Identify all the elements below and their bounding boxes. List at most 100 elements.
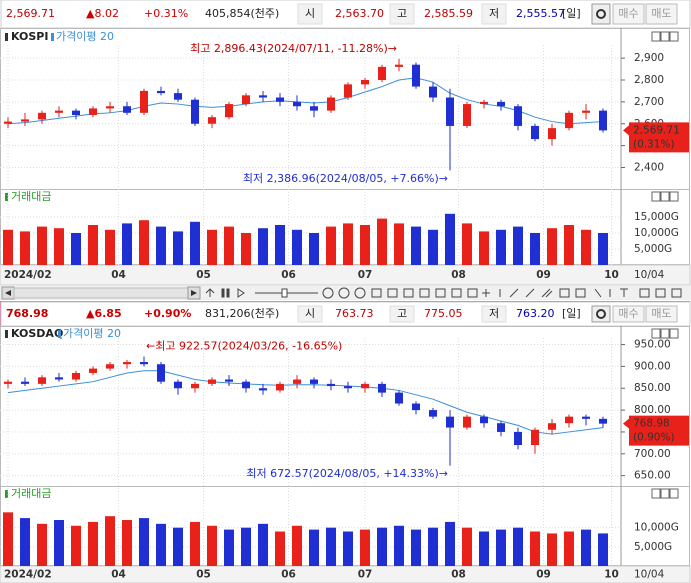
- tool-icons[interactable]: [205, 287, 682, 299]
- panel-icon[interactable]: [669, 328, 679, 339]
- volume-bar: [224, 529, 234, 566]
- candle-body: [157, 364, 165, 382]
- candle-body: [497, 101, 505, 107]
- candle-body: [548, 128, 556, 140]
- volume-bar: [275, 225, 285, 265]
- scroll-track[interactable]: [13, 287, 189, 299]
- candle-body: [531, 125, 539, 140]
- volume-bar: [598, 233, 608, 265]
- panel-icon[interactable]: [651, 328, 661, 339]
- panel-icon[interactable]: [660, 31, 670, 42]
- quote-low_label: 저: [489, 307, 499, 320]
- volume-tick-label: 10,000G: [634, 227, 679, 239]
- candle-body: [565, 112, 573, 129]
- sell-label: 매도: [651, 7, 671, 20]
- x-tick-label: 04: [111, 569, 126, 581]
- candle-body: [259, 95, 267, 98]
- candle-body: [174, 93, 182, 100]
- volume-bar: [360, 225, 370, 265]
- candle-body: [259, 388, 267, 391]
- last-change: (0.90%): [633, 432, 675, 444]
- gear-icon: [596, 9, 606, 19]
- volume-bar: [71, 525, 81, 566]
- candle-body: [531, 429, 539, 446]
- candle-body: [276, 97, 284, 102]
- panel-icon[interactable]: [669, 191, 679, 202]
- volume-bar: [564, 225, 574, 265]
- panel-icon[interactable]: [669, 31, 679, 42]
- candle-body: [4, 121, 12, 124]
- candle-body: [208, 117, 216, 124]
- volume-bar: [20, 518, 30, 566]
- volume-bar: [241, 527, 251, 566]
- price-pointer: [623, 418, 629, 429]
- volume-bar: [122, 223, 132, 265]
- label-box: [481, 3, 507, 25]
- x-tick-label: 05: [196, 569, 211, 581]
- quote-open_label: 시: [305, 7, 315, 20]
- sell-label: 매도: [651, 307, 671, 320]
- last-price: 768.98: [633, 418, 670, 430]
- volume-bar: [445, 213, 455, 265]
- candle-body: [72, 372, 80, 380]
- candle-body: [395, 392, 403, 404]
- price-pointer: [623, 125, 629, 136]
- quote-pct: +0.90%: [144, 307, 191, 320]
- sell-button[interactable]: [645, 3, 678, 25]
- panel-icon[interactable]: [660, 191, 670, 202]
- candle-body: [191, 383, 199, 389]
- toolbar: [0, 286, 691, 300]
- candle-body: [361, 80, 369, 85]
- volume-tick-label: 15,000G: [634, 211, 679, 223]
- panel-icon[interactable]: [660, 488, 670, 499]
- volume-title: 거래대금: [11, 190, 51, 203]
- quote-volume: 831,206(천주): [205, 306, 279, 320]
- low-annotation: 최저 2,386.96(2024/08/05, +7.66%)→: [243, 172, 448, 185]
- x-tick-label: 09: [536, 269, 551, 281]
- quote-last: 2,569.71: [6, 7, 55, 20]
- candle-body: [293, 379, 301, 384]
- price-box: [629, 415, 689, 446]
- volume-bar: [190, 221, 200, 265]
- candle-body: [514, 431, 522, 446]
- high-annotation: ←최고 922.57(2024/03/26, -16.65%): [146, 340, 342, 353]
- candle-body: [582, 416, 590, 419]
- volume-bar: [275, 531, 285, 566]
- panel-icon[interactable]: [651, 31, 661, 42]
- candle-body: [89, 108, 97, 115]
- panel-icon[interactable]: [660, 328, 670, 339]
- settings-button[interactable]: [591, 3, 611, 25]
- legend-marker: [5, 33, 8, 41]
- label-box: [389, 305, 415, 323]
- volume-bar: [71, 233, 81, 265]
- candle-body: [497, 423, 505, 432]
- volume-bar: [37, 226, 47, 265]
- volume-bar: [394, 223, 404, 265]
- last-price: 2,569.71: [633, 124, 680, 136]
- quote-open: 763.73: [335, 307, 374, 320]
- x-axis-bg: [0, 264, 691, 286]
- candle-body: [225, 379, 233, 382]
- y-tick-label: 700.00: [634, 448, 671, 460]
- candle-body: [480, 101, 488, 105]
- candle-body: [599, 418, 607, 424]
- label-box: [297, 3, 323, 25]
- buy-button[interactable]: [612, 305, 645, 323]
- panel-icon[interactable]: [651, 488, 661, 499]
- candle-body: [38, 377, 46, 384]
- chart-title: KOSPI: [11, 30, 48, 43]
- settings-button[interactable]: [591, 305, 611, 323]
- panel-icon[interactable]: [669, 488, 679, 499]
- volume-bar: [496, 529, 506, 566]
- candle-body: [463, 104, 471, 126]
- ma-legend: 가격이평 20: [63, 327, 121, 340]
- buy-button[interactable]: [612, 3, 645, 25]
- volume-bar: [394, 525, 404, 566]
- y-tick-label: 2,700: [634, 96, 664, 108]
- candle-body: [140, 90, 148, 113]
- sell-button[interactable]: [645, 305, 678, 323]
- candle-body: [21, 381, 29, 384]
- x-tick-label: 04: [111, 269, 126, 281]
- panel-icon[interactable]: [651, 191, 661, 202]
